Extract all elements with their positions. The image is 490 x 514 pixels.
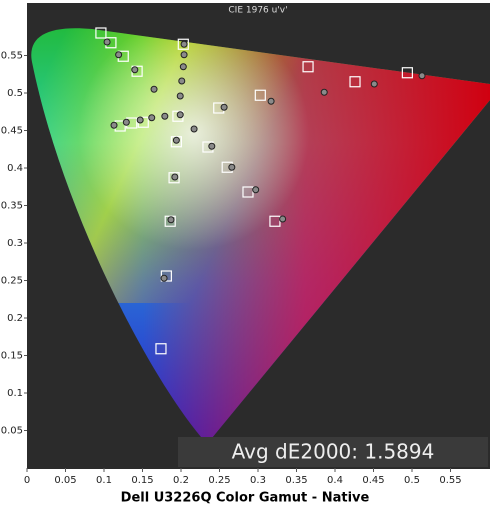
- y-tick-label: 0.45: [1, 126, 23, 137]
- measured-point: [122, 118, 130, 126]
- x-tick-label: 0.4: [327, 475, 343, 486]
- measured-point: [279, 215, 287, 223]
- y-tick-label: 0.1: [7, 388, 23, 399]
- y-tick-label: 0.25: [1, 276, 23, 287]
- measured-point: [136, 116, 144, 124]
- y-tick-label: 0.55: [1, 51, 23, 62]
- measured-point: [172, 136, 180, 144]
- x-tick-label: 0.3: [250, 475, 266, 486]
- y-tick-label: 0.05: [1, 426, 23, 437]
- measured-point: [178, 77, 186, 85]
- measured-point: [418, 72, 426, 80]
- target-point: [269, 215, 281, 227]
- measured-point: [190, 125, 198, 133]
- measured-point: [161, 112, 169, 120]
- y-tick-label: 0.5: [7, 88, 23, 99]
- chart-subtitle: CIE 1976 u'v': [228, 6, 287, 16]
- target-point: [401, 67, 413, 79]
- x-tick-label: 0: [24, 475, 30, 486]
- measured-point: [220, 103, 228, 111]
- x-tick-label: 0.5: [404, 475, 420, 486]
- measured-point: [171, 173, 179, 181]
- measured-point: [150, 85, 158, 93]
- measured-point: [370, 80, 378, 88]
- y-tick-label: 0.35: [1, 201, 23, 212]
- x-tick-label: 0.55: [439, 475, 461, 486]
- y-tick-label: 0.4: [7, 163, 23, 174]
- y-tick-label: 0.3: [7, 238, 23, 249]
- measured-point: [167, 216, 175, 224]
- x-tick-label: 0.2: [173, 475, 189, 486]
- target-point: [302, 61, 314, 73]
- target-point: [242, 186, 254, 198]
- x-tick-label: 0.15: [131, 475, 153, 486]
- x-tick-label: 0.25: [208, 475, 230, 486]
- measured-point: [110, 121, 118, 129]
- measured-point: [228, 163, 236, 171]
- measured-point: [131, 66, 139, 74]
- measured-point: [176, 111, 184, 119]
- measured-point: [115, 51, 123, 59]
- target-point: [168, 172, 180, 184]
- target-point: [95, 27, 107, 39]
- target-point: [349, 76, 361, 88]
- y-tick-label: 0.2: [7, 313, 23, 324]
- measured-point: [252, 186, 260, 194]
- target-point: [164, 215, 176, 227]
- measured-point: [160, 274, 168, 282]
- chart-title: Dell U3226Q Color Gamut - Native: [121, 491, 370, 506]
- x-tick-label: 0.05: [54, 475, 76, 486]
- measured-point: [148, 114, 156, 122]
- target-point: [254, 89, 266, 101]
- target-point: [160, 270, 172, 282]
- measured-point: [180, 40, 188, 48]
- x-tick-label: 0.35: [285, 475, 307, 486]
- y-tick-label: 0.15: [1, 351, 23, 362]
- measured-point: [208, 142, 216, 150]
- measured-point: [176, 92, 184, 100]
- annotation-box: [178, 437, 488, 467]
- annotation: Avg dE2000: 1.5894: [232, 440, 435, 464]
- measured-point: [267, 97, 275, 105]
- x-tick-label: 0.1: [96, 475, 112, 486]
- target-point: [177, 38, 189, 50]
- target-point: [155, 343, 167, 355]
- measured-point: [180, 51, 188, 59]
- x-tick-label: 0.45: [362, 475, 384, 486]
- measured-point: [320, 88, 328, 96]
- measured-point: [103, 38, 111, 46]
- measured-point: [179, 63, 187, 71]
